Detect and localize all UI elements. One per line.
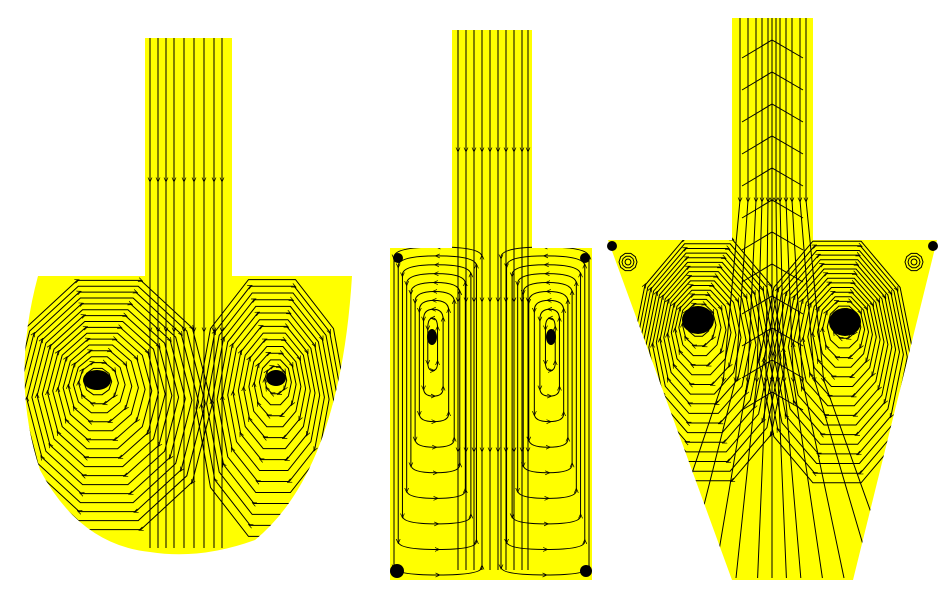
chevron-line (741, 295, 804, 315)
chevron-line (741, 199, 804, 219)
corner-eddy (907, 255, 921, 269)
vortex-core-right (546, 329, 556, 345)
corner-eddy (624, 258, 632, 266)
right-vortex (758, 240, 916, 484)
panel-rectangular-cavity (390, 30, 592, 580)
panel-semicircular-cavity (24, 38, 352, 555)
vortex-core-left (83, 370, 111, 390)
corner-eddy-bottom-left (390, 564, 404, 578)
chevron-line (741, 71, 804, 91)
panel-tapered-cavity (607, 18, 938, 580)
chevron-line (741, 263, 804, 283)
chevron-line (741, 39, 804, 59)
cavity-loops (394, 247, 589, 575)
corner-eddy (621, 255, 635, 269)
vortex-core-right (829, 308, 861, 336)
chevron-line (741, 391, 804, 411)
corner-point-top-left (607, 241, 617, 251)
corner-eddy-top-left (393, 253, 403, 263)
chevron-line (741, 359, 804, 379)
streamlines-trapezoid (618, 18, 924, 579)
chevron-line (741, 167, 804, 187)
vortex-core-left (682, 306, 714, 334)
corner-eddy-top-right (580, 253, 590, 263)
vortex-ring (24, 280, 213, 529)
corner-eddy (910, 258, 918, 266)
vortex-core-right (266, 370, 286, 386)
left-vortex (24, 280, 213, 529)
corner-eddy (904, 252, 924, 272)
streamlines-rectangle (394, 30, 589, 575)
chevron-line (741, 231, 804, 251)
chevron-line (741, 135, 804, 155)
chevron-line (741, 103, 804, 123)
corner-eddy (618, 252, 638, 272)
corner-eddy-bottom-right (580, 565, 592, 577)
chevron-line (741, 327, 804, 347)
vortex-ring (758, 240, 916, 484)
vortex-ring (764, 246, 912, 473)
vortex-core-left (427, 329, 437, 345)
corner-eddies (618, 39, 924, 411)
corner-point-top-right (928, 241, 938, 251)
